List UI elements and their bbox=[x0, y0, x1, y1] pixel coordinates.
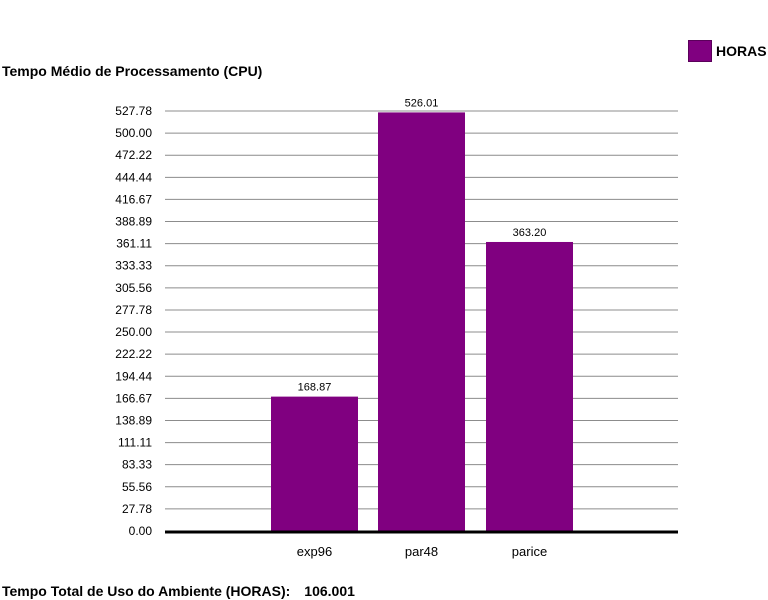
y-tick-label: 55.56 bbox=[122, 480, 152, 494]
legend: HORAS bbox=[688, 40, 767, 62]
y-tick-label: 194.44 bbox=[115, 369, 152, 383]
bar bbox=[271, 396, 358, 531]
legend-label: HORAS bbox=[716, 43, 767, 59]
y-tick-label: 500.00 bbox=[115, 126, 152, 140]
y-tick-label: 361.11 bbox=[116, 237, 152, 251]
y-tick-label: 527.78 bbox=[115, 104, 152, 118]
x-tick-label: par48 bbox=[405, 544, 438, 559]
y-tick-label: 444.44 bbox=[115, 170, 152, 184]
y-tick-label: 305.56 bbox=[115, 281, 152, 295]
y-tick-label: 138.89 bbox=[115, 413, 152, 427]
data-label: 526.01 bbox=[405, 97, 439, 109]
footer-value: 106.001 bbox=[304, 583, 355, 599]
bar bbox=[378, 112, 465, 531]
chart-title: Tempo Médio de Processamento (CPU) bbox=[2, 63, 263, 79]
y-tick-label: 472.22 bbox=[115, 148, 152, 162]
y-tick-label: 277.78 bbox=[115, 303, 152, 317]
bar bbox=[486, 241, 573, 532]
data-label: 363.20 bbox=[513, 227, 547, 239]
data-label: 168.87 bbox=[298, 382, 332, 394]
y-tick-label: 222.22 bbox=[115, 347, 152, 361]
footer: Tempo Total de Uso do Ambiente (HORAS): 1… bbox=[2, 583, 355, 599]
x-tick-label: exp96 bbox=[297, 544, 332, 559]
y-tick-label: 27.78 bbox=[122, 502, 152, 516]
y-tick-label: 111.11 bbox=[118, 436, 152, 450]
y-tick-label: 83.33 bbox=[122, 458, 152, 472]
legend-swatch bbox=[688, 40, 712, 62]
y-tick-label: 333.33 bbox=[115, 259, 152, 273]
x-tick-label: parice bbox=[512, 544, 547, 559]
y-tick-label: 416.67 bbox=[115, 192, 152, 206]
y-tick-label: 166.67 bbox=[115, 391, 152, 405]
y-tick-label: 388.89 bbox=[115, 215, 152, 229]
y-tick-label: 250.00 bbox=[115, 325, 152, 339]
y-tick-label: 0.00 bbox=[129, 524, 153, 538]
footer-label: Tempo Total de Uso do Ambiente (HORAS): bbox=[2, 583, 291, 599]
